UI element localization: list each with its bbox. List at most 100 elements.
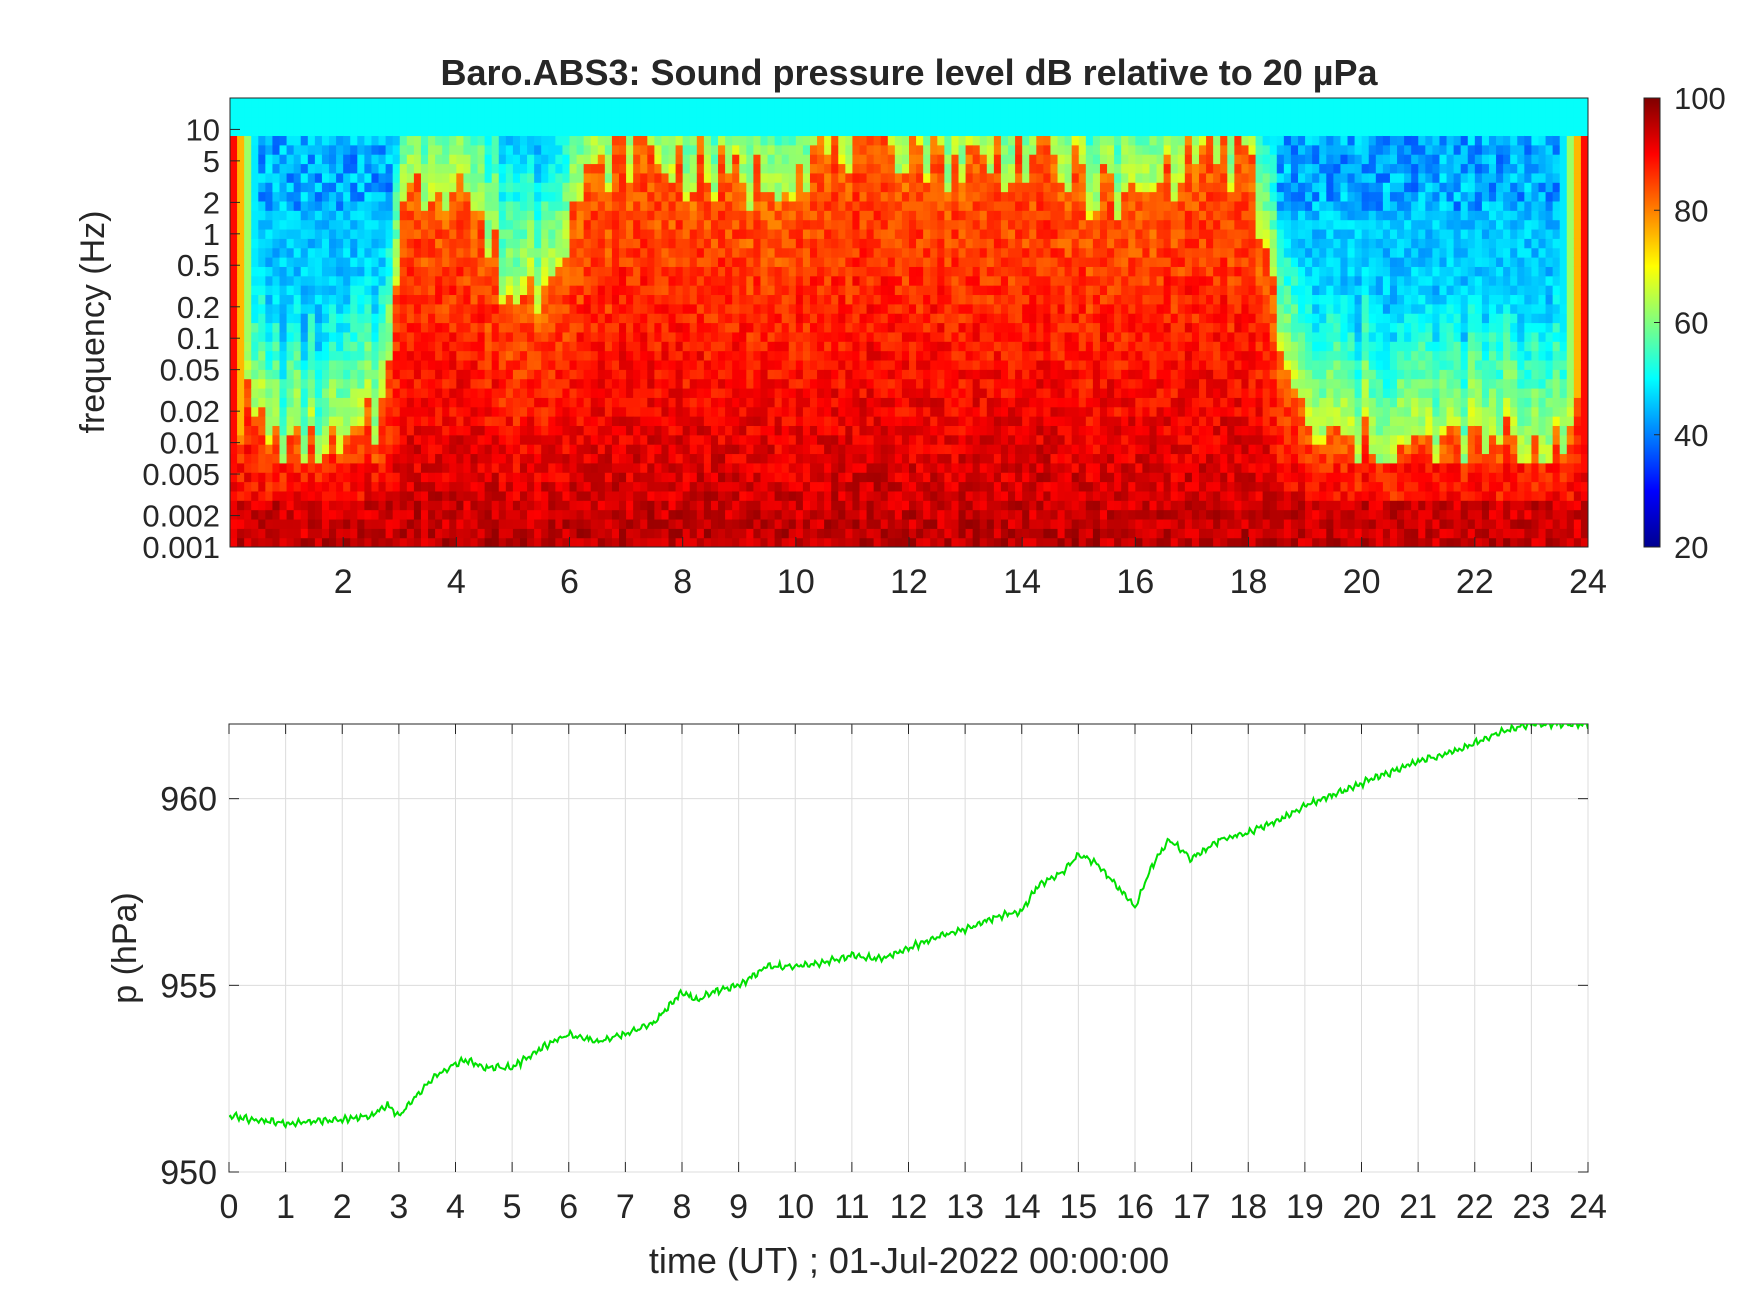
- heatmap-cell: [251, 313, 259, 324]
- heatmap-cell: [378, 144, 387, 155]
- heatmap-cell: [435, 303, 443, 314]
- heatmap-cell: [725, 397, 733, 408]
- heatmap-cell: [767, 341, 776, 352]
- heatmap-cell: [604, 462, 613, 473]
- heatmap-cell: [654, 444, 663, 455]
- heatmap-cell: [760, 359, 769, 370]
- heatmap-cell: [682, 500, 691, 511]
- heatmap-cell: [817, 107, 825, 118]
- heatmap-cell: [958, 472, 967, 483]
- heatmap-cell: [746, 378, 754, 389]
- heatmap-cell: [527, 500, 535, 511]
- heatmap-cell: [795, 322, 804, 333]
- heatmap-cell: [916, 154, 924, 165]
- heatmap-cell: [718, 481, 726, 492]
- heatmap-cell: [675, 135, 684, 146]
- heatmap-cell: [923, 369, 931, 380]
- heatmap-cell: [824, 500, 832, 511]
- heatmap-cell: [675, 144, 684, 155]
- heatmap-cell: [640, 210, 648, 221]
- heatmap-cell: [357, 107, 365, 118]
- heatmap-cell: [534, 247, 542, 258]
- heatmap-cell: [244, 266, 252, 277]
- heatmap-cell: [788, 126, 797, 137]
- heatmap-cell: [809, 322, 818, 333]
- heatmap-cell: [873, 453, 882, 464]
- heatmap-cell: [314, 210, 323, 221]
- heatmap-cell: [364, 322, 373, 333]
- heatmap-cell: [951, 490, 960, 501]
- heatmap-cell: [420, 219, 429, 230]
- heatmap-cell: [230, 462, 238, 473]
- heatmap-cell: [258, 397, 266, 408]
- heatmap-cell: [237, 135, 245, 146]
- heatmap-cell: [809, 462, 818, 473]
- heatmap-cell: [859, 107, 868, 118]
- heatmap-cell: [930, 444, 938, 455]
- heatmap-cell: [689, 481, 698, 492]
- heatmap-cell: [590, 228, 599, 239]
- heatmap-cell: [753, 313, 762, 324]
- heatmap-cell: [817, 490, 825, 501]
- heatmap-cell: [887, 472, 896, 483]
- heatmap-cell: [760, 228, 769, 239]
- heatmap-cell: [364, 359, 373, 370]
- heatmap-cell: [668, 528, 677, 539]
- heatmap-cell: [420, 98, 429, 108]
- heatmap-cell: [611, 518, 620, 529]
- heatmap-cell: [491, 266, 500, 277]
- heatmap-cell: [951, 98, 960, 108]
- heatmap-cell: [491, 462, 500, 473]
- heatmap-cell: [923, 210, 931, 221]
- heatmap-cell: [329, 341, 337, 352]
- heatmap-cell: [534, 528, 542, 539]
- heatmap-cell: [576, 163, 585, 174]
- heatmap-cell: [852, 369, 861, 380]
- heatmap-cell: [364, 509, 373, 520]
- heatmap-cell: [435, 416, 443, 426]
- heatmap-cell: [604, 107, 613, 118]
- heatmap-cell: [562, 537, 571, 547]
- heatmap-cell: [746, 350, 754, 361]
- heatmap-cell: [619, 481, 627, 492]
- heatmap-cell: [512, 500, 521, 511]
- heatmap-cell: [746, 257, 754, 267]
- heatmap-cell: [463, 144, 472, 155]
- heatmap-cell: [406, 397, 415, 408]
- heatmap-cell: [512, 350, 521, 361]
- heatmap-cell: [541, 228, 549, 239]
- heatmap-cell: [760, 444, 769, 455]
- heatmap-cell: [718, 172, 726, 183]
- heatmap-cell: [859, 453, 868, 464]
- heatmap-cell: [703, 341, 712, 352]
- heatmap-cell: [371, 425, 380, 436]
- heatmap-cell: [491, 294, 500, 305]
- heatmap-cell: [951, 434, 960, 445]
- heatmap-cell: [647, 163, 655, 174]
- heatmap-cell: [548, 537, 556, 547]
- heatmap-cell: [548, 191, 556, 202]
- heatmap-cell: [838, 172, 846, 183]
- heatmap-cell: [901, 359, 910, 370]
- heatmap-cell: [901, 219, 910, 230]
- heatmap-cell: [661, 359, 670, 370]
- heatmap-cell: [760, 472, 769, 483]
- heatmap-cell: [788, 444, 797, 455]
- heatmap-cell: [413, 116, 422, 127]
- heatmap-cell: [937, 350, 945, 361]
- heatmap-cell: [675, 303, 684, 314]
- heatmap-cell: [640, 406, 648, 417]
- heatmap-cell: [880, 387, 889, 398]
- heatmap-cell: [392, 406, 401, 417]
- heatmap-cell: [781, 98, 790, 108]
- heatmap-cell: [626, 210, 634, 221]
- heatmap-cell: [866, 490, 875, 501]
- heatmap-cell: [725, 238, 733, 249]
- heatmap-cell: [456, 378, 464, 389]
- heatmap-cell: [732, 350, 740, 361]
- heatmap-cell: [788, 490, 797, 501]
- heatmap-cell: [788, 369, 797, 380]
- heatmap-cell: [569, 406, 578, 417]
- heatmap-cell: [930, 378, 938, 389]
- heatmap-cell: [357, 490, 365, 501]
